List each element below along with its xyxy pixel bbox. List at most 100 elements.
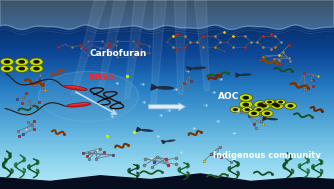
Bar xyxy=(0,128,334,130)
Bar xyxy=(0,19,334,21)
Bar xyxy=(0,92,334,94)
Bar xyxy=(0,158,334,161)
Bar xyxy=(0,102,334,104)
Text: Indigenous community: Indigenous community xyxy=(213,151,321,160)
Ellipse shape xyxy=(267,101,272,104)
Bar xyxy=(0,149,334,151)
Bar xyxy=(0,137,334,139)
Bar xyxy=(0,172,334,175)
Bar xyxy=(0,116,334,118)
Bar xyxy=(0,168,334,170)
Bar xyxy=(0,24,334,26)
Bar xyxy=(0,26,334,28)
Bar xyxy=(0,50,334,52)
Ellipse shape xyxy=(18,67,25,70)
Bar xyxy=(0,59,334,61)
Bar xyxy=(0,36,334,38)
Bar xyxy=(0,40,334,43)
Bar xyxy=(0,187,334,189)
Polygon shape xyxy=(162,140,166,144)
Bar xyxy=(0,94,334,97)
Bar xyxy=(0,85,334,87)
Ellipse shape xyxy=(4,67,10,70)
Ellipse shape xyxy=(256,108,262,111)
Bar xyxy=(0,161,334,163)
Ellipse shape xyxy=(30,65,43,72)
Ellipse shape xyxy=(239,101,253,108)
Bar xyxy=(0,78,334,80)
Bar xyxy=(0,182,334,184)
Ellipse shape xyxy=(0,58,14,66)
Ellipse shape xyxy=(267,118,278,120)
Ellipse shape xyxy=(288,104,294,108)
Bar xyxy=(0,125,334,128)
Bar xyxy=(0,80,334,83)
Ellipse shape xyxy=(4,60,10,64)
Bar xyxy=(0,7,334,9)
Ellipse shape xyxy=(251,112,257,115)
Ellipse shape xyxy=(276,99,286,105)
Bar xyxy=(0,14,334,17)
Bar xyxy=(0,5,334,7)
Bar xyxy=(0,184,334,187)
Bar xyxy=(0,17,334,19)
Bar xyxy=(0,76,334,78)
Bar xyxy=(0,170,334,172)
Ellipse shape xyxy=(33,67,40,70)
Bar xyxy=(0,106,334,109)
Ellipse shape xyxy=(272,103,279,106)
Polygon shape xyxy=(71,0,106,94)
Ellipse shape xyxy=(33,60,40,64)
Ellipse shape xyxy=(271,102,283,109)
Bar xyxy=(0,153,334,156)
Polygon shape xyxy=(174,0,186,94)
Bar xyxy=(0,135,334,137)
Bar xyxy=(0,130,334,132)
Bar xyxy=(0,43,334,45)
Bar xyxy=(0,118,334,121)
Ellipse shape xyxy=(65,86,85,89)
Polygon shape xyxy=(0,174,334,189)
Ellipse shape xyxy=(269,101,282,108)
Bar xyxy=(0,71,334,73)
Ellipse shape xyxy=(239,73,252,76)
Bar xyxy=(0,69,334,71)
Ellipse shape xyxy=(18,60,25,64)
Ellipse shape xyxy=(30,58,43,66)
Ellipse shape xyxy=(68,103,89,105)
Bar xyxy=(0,109,334,111)
Ellipse shape xyxy=(156,86,174,90)
Polygon shape xyxy=(236,73,240,77)
Bar xyxy=(0,9,334,12)
Bar xyxy=(0,64,334,66)
Ellipse shape xyxy=(140,129,154,132)
Bar xyxy=(0,165,334,168)
Ellipse shape xyxy=(242,96,249,100)
Bar xyxy=(0,146,334,149)
Ellipse shape xyxy=(242,103,249,106)
Bar xyxy=(0,38,334,40)
Ellipse shape xyxy=(261,110,273,117)
Bar xyxy=(0,113,334,116)
Bar xyxy=(0,33,334,36)
Ellipse shape xyxy=(242,107,253,113)
Ellipse shape xyxy=(38,71,139,122)
Polygon shape xyxy=(263,117,267,120)
Ellipse shape xyxy=(261,104,267,108)
Ellipse shape xyxy=(258,102,270,109)
Ellipse shape xyxy=(239,94,253,101)
Ellipse shape xyxy=(15,58,28,66)
Bar xyxy=(0,61,334,64)
Bar xyxy=(0,21,334,24)
Bar xyxy=(0,0,334,2)
Ellipse shape xyxy=(63,85,87,91)
Bar xyxy=(0,97,334,99)
Ellipse shape xyxy=(165,139,176,142)
Bar xyxy=(0,83,334,85)
Bar xyxy=(0,177,334,180)
Bar xyxy=(0,12,334,14)
Bar xyxy=(0,175,334,177)
Polygon shape xyxy=(187,67,192,71)
Bar xyxy=(0,28,334,31)
Polygon shape xyxy=(125,0,146,98)
